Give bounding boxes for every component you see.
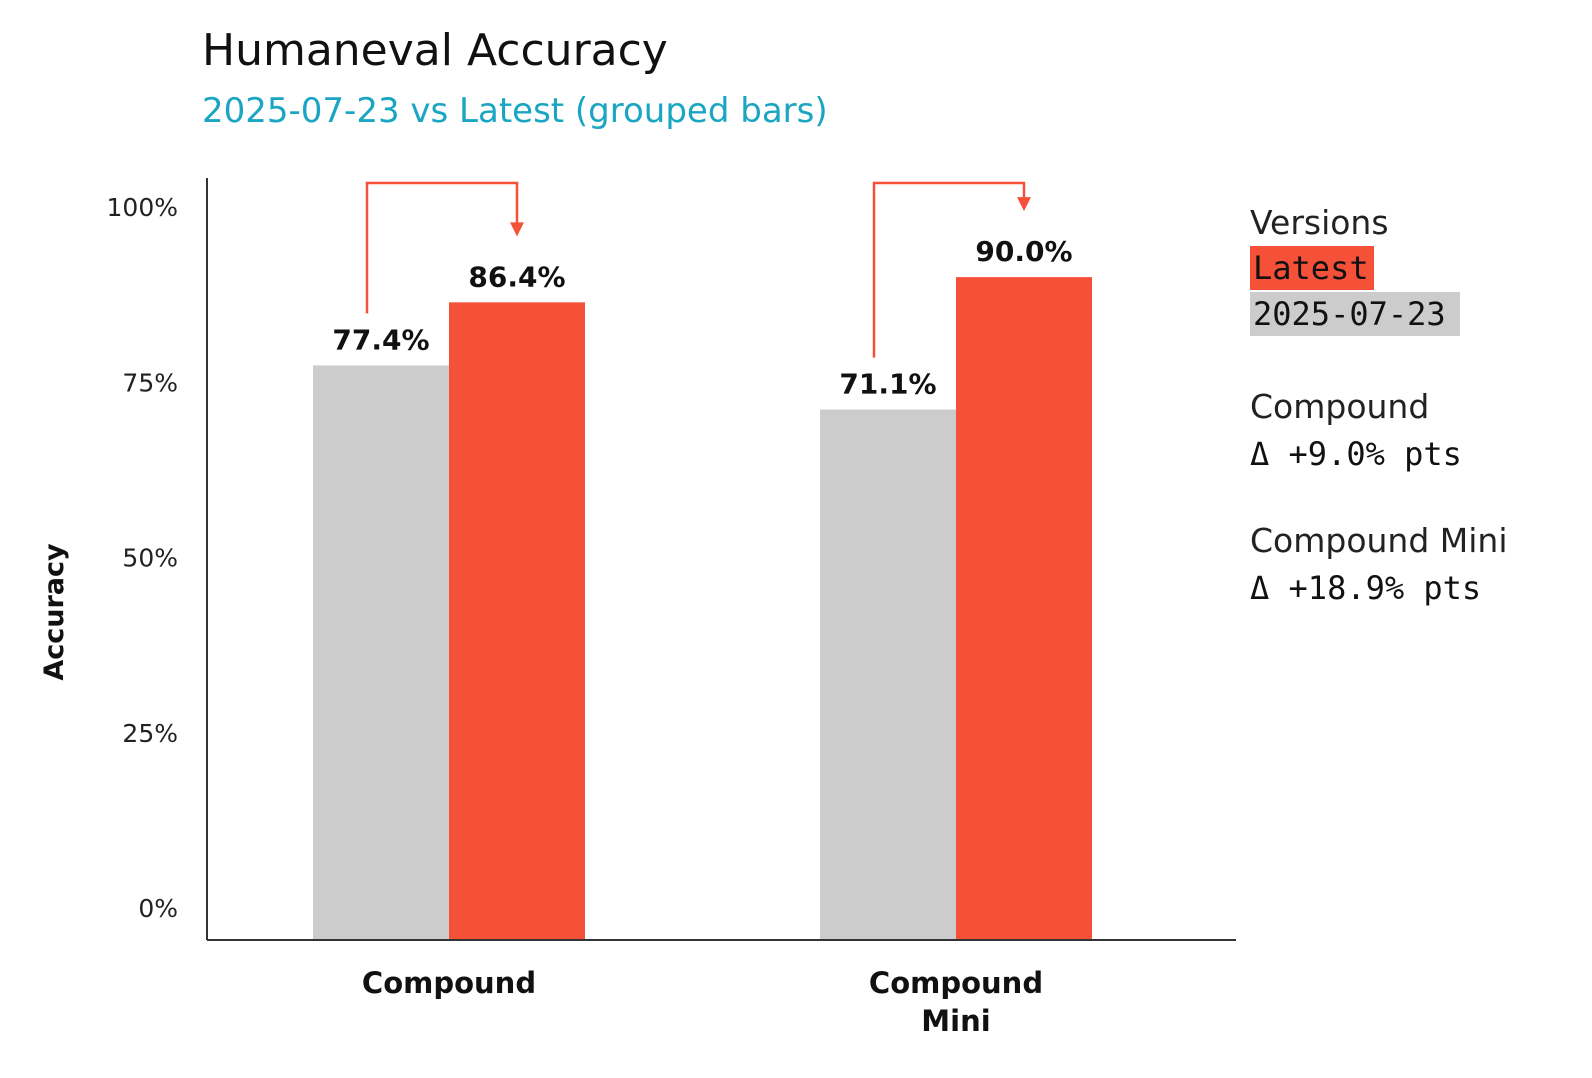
delta-arrowhead-1 bbox=[1017, 197, 1031, 212]
annotation-delta-0: Δ +9.0% pts bbox=[1250, 435, 1462, 473]
x-tick-label: Compound bbox=[362, 966, 536, 1000]
legend-entry-1: 2025-07-23 bbox=[1253, 295, 1446, 333]
bar-latest-0 bbox=[449, 302, 585, 939]
bar-baseline-1 bbox=[820, 409, 956, 939]
plot-area: 0% 25% 50% 75% 100% Accuracy 77.4% 86.4% Compoun… bbox=[39, 178, 1236, 1038]
annotation-category-0: Compound bbox=[1250, 387, 1429, 426]
legend-swatch-1 bbox=[1250, 292, 1460, 336]
bar-latest-1 bbox=[956, 277, 1092, 940]
legend-swatch-0 bbox=[1250, 246, 1374, 290]
bar-baseline-0 bbox=[313, 365, 449, 939]
bar-label-baseline-0: 77.4% bbox=[332, 323, 429, 356]
legend-title: Versions bbox=[1250, 203, 1389, 242]
delta-annotations: Compound Δ +9.0% pts Compound Mini Δ +18.9%… bbox=[1250, 387, 1508, 607]
bar-label-latest-0: 86.4% bbox=[468, 260, 565, 293]
legend-entry-0: Latest bbox=[1253, 249, 1369, 287]
y-axis-label: Accuracy bbox=[39, 543, 70, 681]
annotation-category-1: Compound Mini bbox=[1250, 521, 1508, 560]
delta-arrow-0 bbox=[365, 181, 519, 314]
delta-arrow-1 bbox=[872, 181, 1026, 358]
legend: Versions Latest 2025-07-23 bbox=[1250, 203, 1460, 336]
y-tick-label: 0% bbox=[138, 894, 178, 923]
y-tick-label: 75% bbox=[122, 368, 178, 397]
x-tick-label: Compound bbox=[869, 966, 1043, 1000]
chart-title: Humaneval Accuracy bbox=[202, 25, 668, 76]
y-tick-label: 100% bbox=[107, 193, 178, 222]
y-tick-label: 25% bbox=[122, 719, 178, 748]
chart-subtitle: 2025-07-23 vs Latest (grouped bars) bbox=[202, 91, 828, 131]
x-tick-label: Mini bbox=[921, 1004, 990, 1038]
bar-label-baseline-1: 71.1% bbox=[839, 368, 936, 401]
y-tick-label: 50% bbox=[122, 544, 178, 573]
bar-label-latest-1: 90.0% bbox=[975, 235, 1072, 268]
delta-arrowhead-0 bbox=[510, 222, 524, 237]
annotation-delta-1: Δ +18.9% pts bbox=[1250, 569, 1481, 607]
